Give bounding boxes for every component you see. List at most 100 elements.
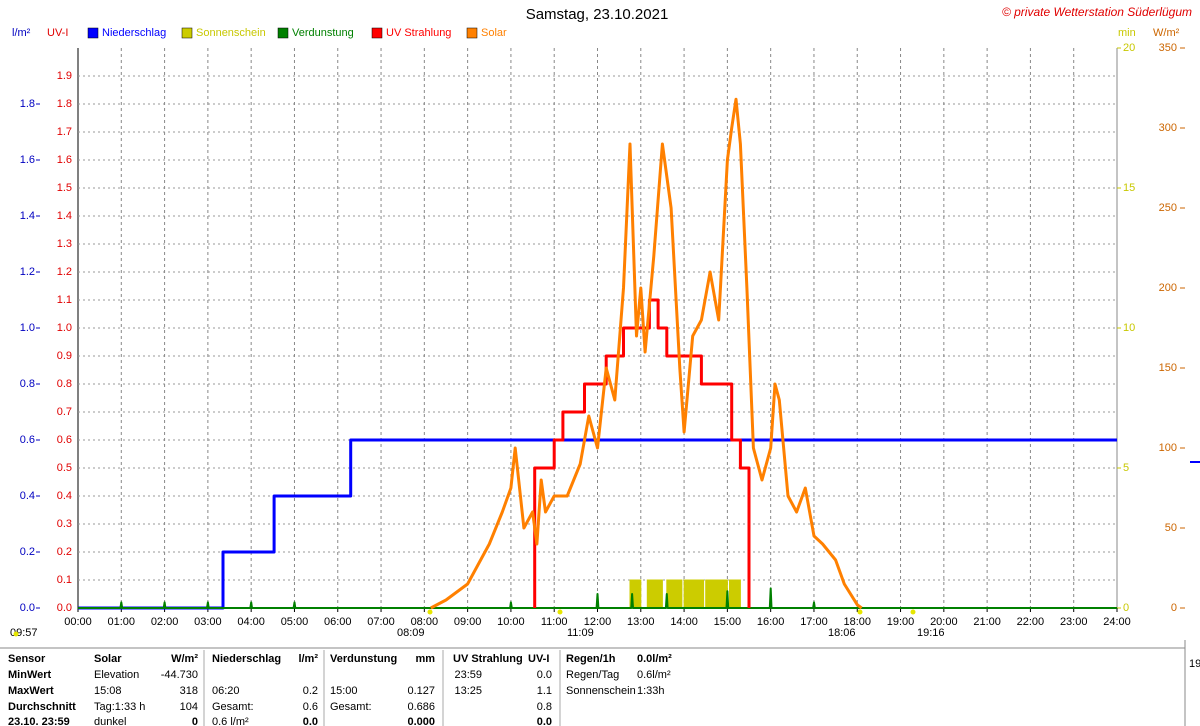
x-tick-label: 08:00 [411, 616, 439, 628]
table-cell: 0.6 l/m² [212, 716, 249, 726]
marker-dot [13, 631, 19, 637]
table-cell: 0.6l/m² [637, 669, 671, 681]
x-tick-label: 02:00 [151, 616, 179, 628]
table-cell: 318 [180, 685, 198, 697]
legend-swatch [371, 27, 383, 39]
x-tick-label: 20:00 [930, 616, 958, 628]
uv-tick-label: 0.6 [57, 434, 72, 446]
x-tick-label: 15:00 [714, 616, 742, 628]
legend-label: Sonnenschein [196, 27, 266, 39]
table-cell: Tag:1:33 h [94, 701, 145, 713]
uv-tick-label: 0.4 [57, 490, 72, 502]
table-cell: Elevation [94, 669, 139, 681]
y3-axis-label: W/m² [1153, 27, 1180, 39]
uv-tick-label: 0.7 [57, 406, 72, 418]
table-cell: 104 [180, 701, 198, 713]
y2-tick-label: 0 [1123, 602, 1129, 614]
table-cell: 0.6 [303, 701, 318, 713]
x-tick-label: 14:00 [670, 616, 698, 628]
y3-tick-label: 200 [1159, 282, 1177, 294]
x-tick-label: 09:00 [454, 616, 482, 628]
y-tick-label: 0.6 [20, 434, 35, 446]
y3-tick-label: 150 [1159, 362, 1177, 374]
table-cell: 13:25 [454, 685, 482, 697]
time-marker: 11:09 [567, 627, 594, 639]
table-cell: dunkel [94, 716, 126, 726]
y-tick-label: 0.8 [20, 378, 35, 390]
series-line [78, 587, 1117, 609]
table-cell: MaxWert [8, 685, 54, 697]
marker-dot [910, 609, 916, 615]
table-cell: 0.0 [537, 716, 552, 726]
y2-tick-label: 5 [1123, 462, 1129, 474]
x-tick-label: 17:00 [800, 616, 828, 628]
legend-label: Verdunstung [292, 27, 354, 39]
uv-tick-label: 1.2 [57, 266, 72, 278]
x-tick-label: 19:00 [887, 616, 915, 628]
x-tick-label: 11:00 [541, 616, 568, 628]
uv-tick-label: 0.2 [57, 546, 72, 558]
y-tick-label: 1.6 [20, 154, 35, 166]
uv-tick-label: 0.0 [57, 602, 72, 614]
table-cell: Regen/Tag [566, 669, 619, 681]
table-cell: Solar [94, 653, 122, 665]
y3-tick-label: 100 [1159, 442, 1177, 454]
x-tick-label: 18:00 [843, 616, 871, 628]
y-tick-label: 1.0 [20, 322, 35, 334]
uv-tick-label: 1.6 [57, 154, 72, 166]
series-line [430, 97, 863, 610]
uv-tick-label: 1.8 [57, 98, 72, 110]
table-cell: 0.0 [303, 716, 318, 726]
table-cell: Verdunstung [330, 653, 397, 665]
x-tick-label: 01:00 [108, 616, 136, 628]
table-cell: 15:00 [330, 685, 358, 697]
y3-tick-label: 50 [1165, 522, 1177, 534]
y2-tick-label: 10 [1123, 322, 1135, 334]
x-tick-label: 24:00 [1103, 616, 1131, 628]
table-cell: MinWert [8, 669, 52, 681]
y-tick-label: 1.4 [20, 210, 35, 222]
x-tick-label: 05:00 [281, 616, 309, 628]
table-cell: UV Strahlung [453, 653, 523, 665]
table-cell: 0 [192, 716, 198, 726]
legend-label: Solar [481, 27, 507, 39]
table-cell: mm [415, 653, 435, 665]
x-tick-label: 03:00 [194, 616, 222, 628]
uv-tick-label: 1.4 [57, 210, 72, 222]
y-axis-label: l/m² [12, 27, 31, 39]
legend-swatch [181, 27, 193, 39]
table-cell: 1.1 [537, 685, 552, 697]
x-tick-label: 12:00 [584, 616, 612, 628]
table-cell: 23.10. 23:59 [8, 716, 70, 726]
table-cell: 0.8 [537, 701, 552, 713]
table-cell: -44.730 [161, 669, 198, 681]
y-tick-label: 0.0 [20, 602, 35, 614]
legend-label: UV Strahlung [386, 27, 451, 39]
table-cell: Niederschlag [212, 653, 281, 665]
uv-tick-label: 1.0 [57, 322, 72, 334]
uv-tick-label: 1.7 [57, 126, 72, 138]
edge-text: 19 [1189, 658, 1200, 670]
time-marker: 08:09 [397, 627, 425, 639]
uv-tick-label: 1.3 [57, 238, 72, 250]
y3-tick-label: 250 [1159, 202, 1177, 214]
x-tick-label: 00:00 [64, 616, 92, 628]
y2-axis-label: min [1118, 27, 1136, 39]
uv-tick-label: 0.8 [57, 378, 72, 390]
x-tick-label: 06:00 [324, 616, 352, 628]
time-marker: 19:16 [917, 627, 945, 639]
table-cell: UV-I [528, 653, 549, 665]
table-cell: Sensor [8, 653, 46, 665]
uv-tick-label: 1.1 [57, 294, 72, 306]
table-cell: 0.2 [303, 685, 318, 697]
y-tick-label: 1.2 [20, 266, 35, 278]
x-tick-label: 10:00 [497, 616, 525, 628]
legend-swatch [87, 27, 99, 39]
table-cell: Regen/1h [566, 653, 616, 665]
y3-tick-label: 350 [1159, 42, 1177, 54]
x-tick-label: 23:00 [1060, 616, 1088, 628]
marker-dot [427, 609, 433, 615]
x-tick-label: 04:00 [237, 616, 265, 628]
table-cell: 0.0l/m² [637, 653, 672, 665]
